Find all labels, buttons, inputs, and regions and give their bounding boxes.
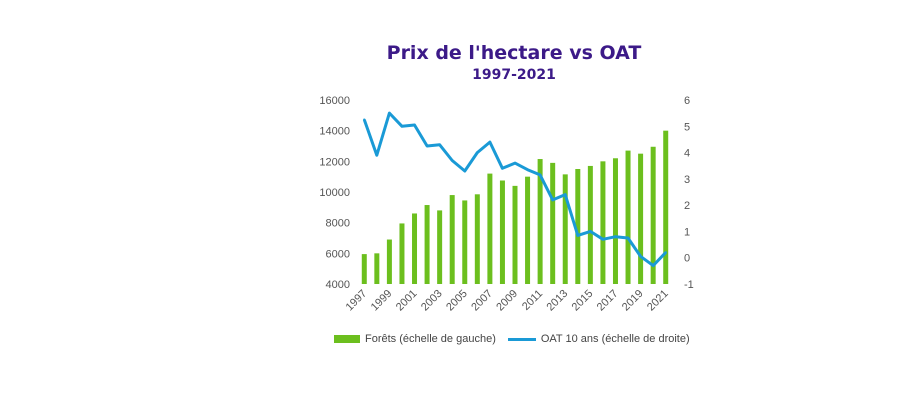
chart-subtitle: 1997-2021: [472, 67, 556, 83]
oat-point: [564, 193, 567, 196]
bar: [550, 162, 556, 284]
bar: [412, 213, 418, 284]
y-right-tick-label: -1: [684, 279, 694, 291]
oat-point: [388, 111, 391, 115]
bar: [525, 176, 531, 284]
x-tick-label: 2021: [645, 288, 671, 314]
oat-point: [400, 125, 404, 128]
y-right-tick-label: 0: [684, 253, 690, 265]
oat-point: [476, 151, 479, 154]
bar: [575, 169, 581, 284]
y-left-tick-label: 6000: [326, 248, 350, 260]
bar: [399, 223, 405, 284]
y-left-tick-label: 16000: [319, 95, 350, 107]
y-left-tick-label: 4000: [326, 279, 350, 291]
oat-point: [413, 123, 416, 127]
x-tick-label: 2017: [595, 288, 621, 314]
y-right-tick-label: 6: [684, 95, 690, 107]
x-tick-label: 2013: [545, 288, 571, 314]
bar: [449, 195, 455, 284]
y-left-tick-label: 8000: [326, 218, 350, 230]
legend: Forêts (échelle de gauche) OAT 10 ans (é…: [334, 333, 690, 345]
y-left-tick-label: 12000: [319, 156, 350, 168]
bar: [374, 253, 380, 284]
bar: [537, 159, 543, 284]
oat-point: [664, 251, 667, 254]
bar: [474, 194, 480, 284]
oat-point: [375, 154, 379, 157]
oat-point: [639, 255, 642, 258]
oat-point: [438, 143, 441, 146]
bar: [663, 130, 669, 284]
legend-line-swatch: [507, 337, 536, 341]
x-tick-label: 1999: [369, 288, 395, 314]
oat-point: [551, 198, 554, 202]
oat-point: [451, 159, 454, 162]
bar: [462, 200, 468, 284]
x-tick-label: 2009: [494, 288, 520, 314]
oat-point: [513, 161, 517, 165]
oat-point: [526, 168, 529, 171]
oat-point: [425, 144, 429, 148]
oat-point: [501, 167, 504, 170]
y-left-tick-label: 10000: [319, 187, 350, 199]
oat-point: [589, 230, 592, 233]
bar: [638, 153, 644, 284]
y-right-tick-label: 3: [684, 174, 690, 186]
x-tick-label: 2015: [570, 288, 596, 314]
y-right-tick-label: 2: [684, 200, 690, 212]
oat-point: [626, 236, 630, 240]
bar: [625, 150, 631, 284]
oat-point: [614, 235, 617, 238]
legend-bar-label: Forêts (échelle de gauche): [365, 333, 496, 345]
bar: [512, 185, 518, 284]
x-tick-label: 2003: [419, 288, 445, 314]
bar: [499, 180, 505, 284]
y-right-tick-label: 1: [684, 226, 690, 238]
x-tick-label: 2001: [394, 288, 420, 314]
x-tick-label: 2019: [620, 288, 646, 314]
bar: [650, 146, 656, 284]
legend-bar-swatch: [334, 335, 360, 343]
oat-point: [601, 238, 605, 241]
oat-point: [463, 169, 466, 173]
bar: [437, 210, 443, 284]
x-tick-label: 2005: [444, 288, 470, 314]
x-tick-label: 2011: [520, 288, 545, 313]
bar: [487, 173, 493, 284]
x-tick-label: 1997: [344, 288, 370, 314]
bar: [386, 239, 392, 284]
oat-point: [363, 118, 366, 121]
bar: [600, 161, 606, 284]
oat-point: [488, 140, 492, 144]
oat-point: [576, 234, 579, 237]
oat-point: [538, 173, 542, 177]
bar: [587, 165, 593, 284]
bar: [612, 158, 618, 284]
y-right-tick-label: 5: [684, 121, 690, 133]
chart-title: Prix de l'hectare vs OAT: [386, 42, 642, 64]
legend-line-label: OAT 10 ans (échelle de droite): [540, 333, 690, 345]
y-right-tick-label: 4: [684, 148, 690, 160]
y-left-tick-label: 14000: [319, 126, 350, 138]
oat-point: [651, 264, 655, 267]
bar: [424, 205, 430, 284]
bar: [562, 174, 568, 284]
x-tick-label: 2007: [469, 288, 495, 314]
bar: [361, 254, 367, 284]
